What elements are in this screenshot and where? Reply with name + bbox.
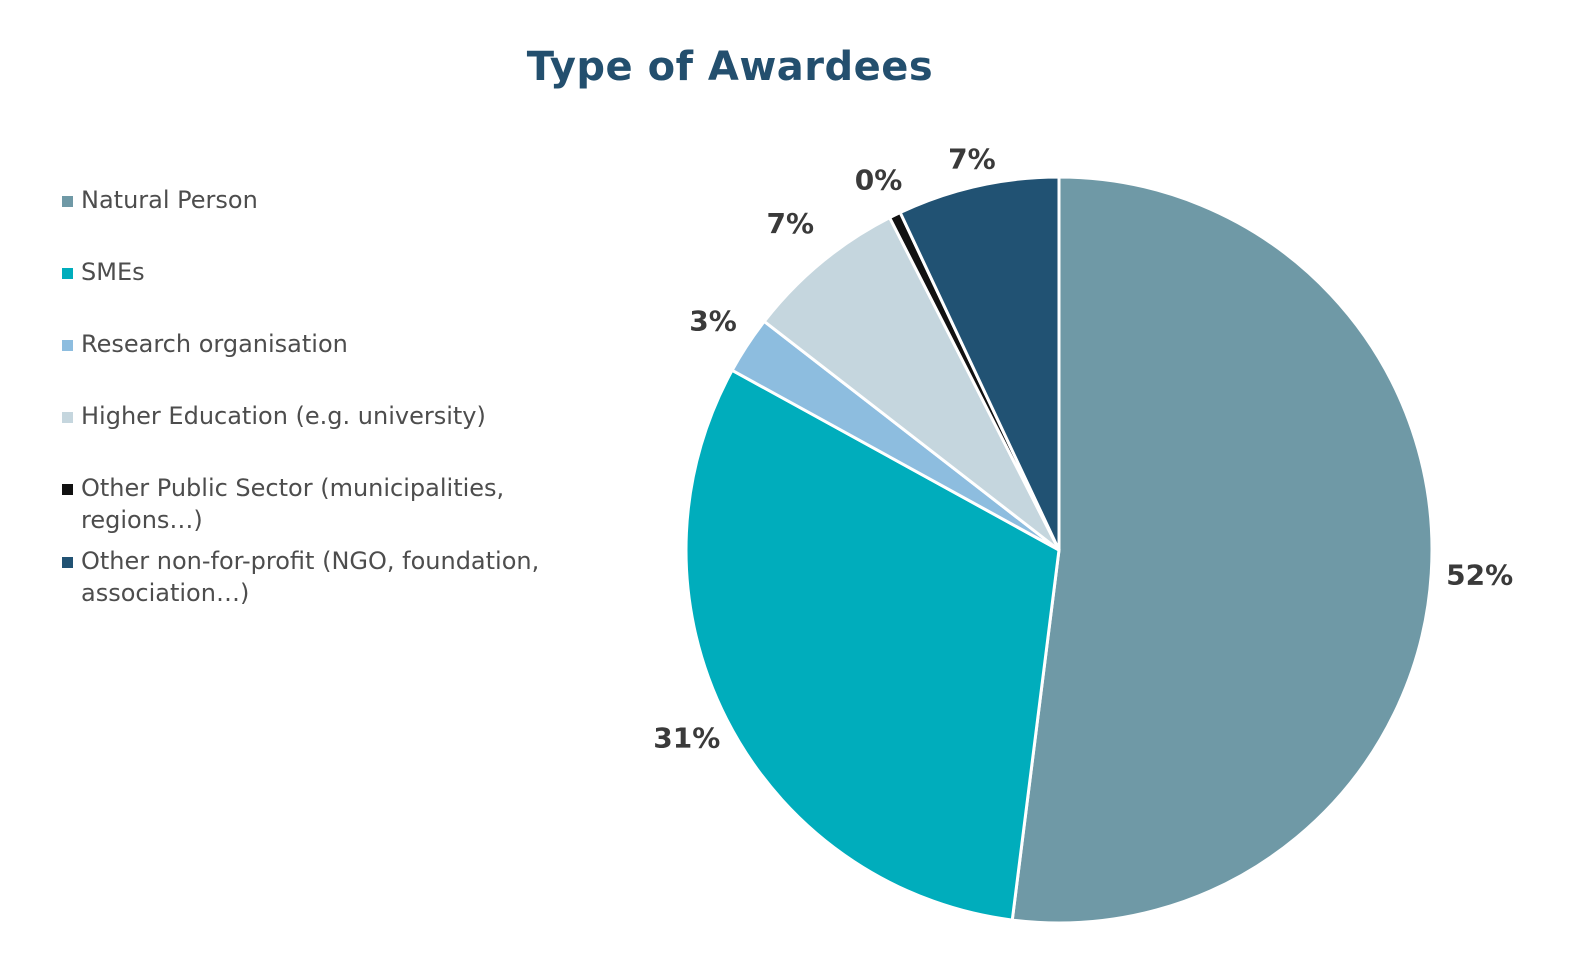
legend-swatch <box>62 412 73 423</box>
data-label: 7% <box>948 143 996 176</box>
pie-slice-smes <box>684 368 1061 922</box>
data-label: 3% <box>689 305 737 338</box>
pie-slice-other-non-for-profit-ngo-foundation-association <box>898 175 1061 551</box>
legend-label: Other non-for-profit (NGO, foundation, a… <box>81 547 540 607</box>
data-label: 0% <box>855 164 903 197</box>
data-label: 7% <box>767 207 815 240</box>
legend-swatch <box>62 557 73 568</box>
legend-label: Higher Education (e.g. university) <box>81 402 486 430</box>
legend-item-research-organisation: Research organisation <box>62 328 641 360</box>
legend-item-smes: SMEs <box>62 256 641 288</box>
pie-slice-natural-person <box>1010 175 1434 925</box>
legend-item-other-non-for-profit: Other non-for-profit (NGO, foundation, a… <box>62 545 611 609</box>
chart-title: Type of Awardees <box>526 44 934 90</box>
data-label: 31% <box>653 722 720 755</box>
legend-swatch <box>62 340 73 351</box>
legend-item-natural-person: Natural Person <box>62 184 641 216</box>
pie-slice-higher-education-e-g-university <box>762 215 1061 552</box>
legend-swatch <box>62 196 73 207</box>
legend-label: SMEs <box>81 258 145 286</box>
legend-item-other-public-sector: Other Public Sector (municipalities, reg… <box>62 472 571 536</box>
legend-swatch <box>62 268 73 279</box>
legend-label: Natural Person <box>81 186 258 214</box>
legend-swatch <box>62 484 73 495</box>
legend-item-higher-education: Higher Education (e.g. university) <box>62 400 641 432</box>
legend-label: Other Public Sector (municipalities, reg… <box>81 474 505 534</box>
data-label: 52% <box>1446 559 1513 592</box>
legend-label: Research organisation <box>81 330 348 358</box>
